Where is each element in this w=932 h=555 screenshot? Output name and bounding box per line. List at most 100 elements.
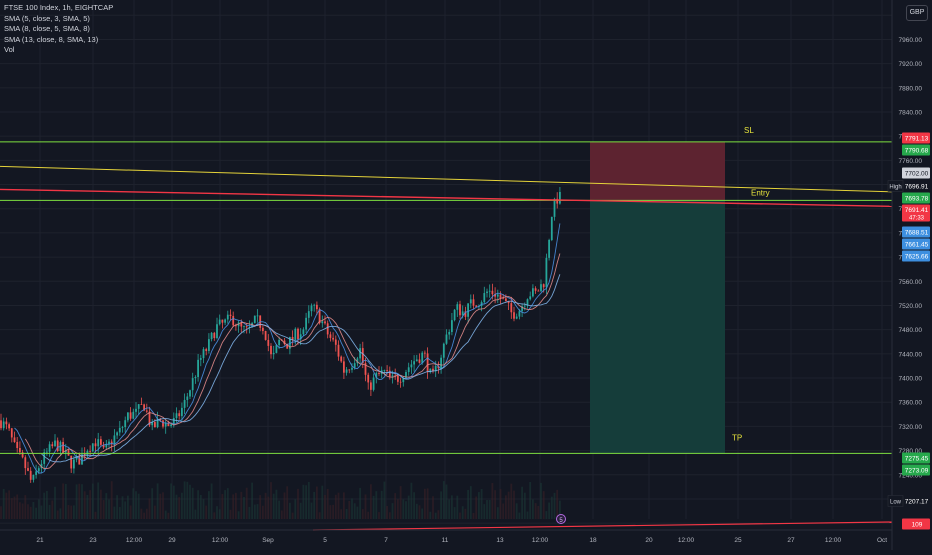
time-tick-label: Oct bbox=[877, 537, 887, 544]
price-tag-value: 7661.45 bbox=[905, 241, 929, 248]
volume-bar bbox=[388, 512, 391, 519]
candle bbox=[483, 293, 486, 303]
entry-label: Entry bbox=[751, 188, 770, 197]
candle bbox=[213, 332, 216, 339]
price-tag-label-bg bbox=[887, 180, 904, 192]
volume-bar bbox=[116, 495, 118, 519]
candle bbox=[405, 372, 407, 379]
volume-bar bbox=[208, 491, 210, 519]
candle bbox=[553, 198, 556, 217]
volume-bar bbox=[218, 509, 221, 519]
price-tag bbox=[902, 250, 930, 262]
volume-bar bbox=[172, 485, 175, 519]
candle bbox=[199, 358, 202, 360]
tp-label: TP bbox=[732, 433, 742, 442]
time-tick-label: 23 bbox=[89, 537, 97, 544]
price-tag-value: 7207.17 bbox=[905, 498, 929, 505]
volume-bar bbox=[488, 499, 491, 519]
sma-5-label[interactable]: SMA (5, close, 3, SMA, 5) bbox=[4, 13, 90, 23]
volume-bar bbox=[194, 509, 197, 519]
candle bbox=[283, 340, 286, 345]
candle bbox=[78, 456, 81, 465]
candle bbox=[351, 367, 353, 370]
candle bbox=[343, 361, 345, 373]
time-tick-label: 13 bbox=[496, 537, 504, 544]
volume-bar bbox=[75, 484, 78, 519]
volume-bar bbox=[521, 486, 523, 519]
candle bbox=[518, 311, 521, 317]
price-tag-value: 7691.41 bbox=[905, 207, 929, 214]
candle bbox=[434, 365, 437, 372]
candle bbox=[221, 319, 224, 323]
candle bbox=[37, 468, 40, 472]
candle bbox=[432, 368, 434, 372]
volume-bar bbox=[199, 494, 202, 519]
volume-bar bbox=[229, 509, 232, 519]
time-tick-label: 12:00 bbox=[532, 537, 549, 544]
candle bbox=[43, 452, 46, 464]
volume-bar bbox=[407, 495, 410, 519]
candle bbox=[167, 423, 170, 427]
candle bbox=[240, 322, 243, 327]
candle bbox=[264, 331, 267, 340]
volume-label[interactable]: Vol bbox=[4, 45, 15, 55]
candle bbox=[235, 325, 237, 327]
candle bbox=[340, 356, 343, 362]
time-tick-label: 12:00 bbox=[126, 537, 143, 544]
volume-bar bbox=[291, 512, 294, 519]
candle bbox=[289, 336, 291, 349]
price-tag-label: High bbox=[889, 184, 901, 190]
candle bbox=[548, 239, 550, 258]
volume-bar bbox=[556, 489, 559, 519]
time-tick-label: 20 bbox=[645, 537, 653, 544]
volume-bar bbox=[464, 508, 467, 519]
candle bbox=[407, 367, 410, 373]
candle bbox=[410, 364, 413, 368]
candle bbox=[472, 299, 475, 306]
volume-bar bbox=[437, 510, 440, 519]
volume-bar bbox=[359, 487, 361, 519]
sma-13-label[interactable]: SMA (13, close, 8, SMA, 13) bbox=[4, 34, 99, 44]
volume-bar bbox=[121, 496, 124, 519]
volume-bar bbox=[245, 487, 248, 519]
candle bbox=[194, 377, 197, 379]
candle bbox=[394, 375, 397, 377]
volume-bar bbox=[21, 503, 24, 519]
candle bbox=[189, 390, 191, 397]
volume-bar bbox=[440, 491, 442, 519]
candle bbox=[448, 331, 451, 335]
price-tag bbox=[902, 452, 930, 464]
candle bbox=[278, 339, 280, 346]
candle bbox=[437, 365, 440, 369]
volume-bar bbox=[299, 502, 302, 519]
volume-bar bbox=[40, 505, 43, 519]
candle bbox=[526, 299, 529, 306]
candle bbox=[556, 198, 559, 204]
volume-bar bbox=[275, 489, 278, 519]
candle bbox=[302, 329, 305, 335]
sma-8-label[interactable]: SMA (8, close, 5, SMA, 8) bbox=[4, 24, 90, 34]
candle bbox=[318, 309, 321, 324]
candle bbox=[216, 324, 218, 339]
price-tick-label: 7920.00 bbox=[899, 61, 923, 68]
volume-bar bbox=[367, 511, 370, 519]
currency-button[interactable]: GBP bbox=[906, 5, 928, 21]
candle bbox=[245, 326, 248, 328]
volume-bar bbox=[78, 483, 81, 519]
volume-bar bbox=[37, 499, 40, 519]
candle bbox=[534, 288, 537, 291]
volume-bar bbox=[448, 499, 451, 519]
volume-bar bbox=[496, 507, 499, 519]
price-tag-value: 7790.68 bbox=[905, 147, 929, 154]
volume-bar bbox=[537, 505, 540, 519]
volume-bar bbox=[232, 494, 235, 519]
candle bbox=[399, 381, 402, 383]
symbol-title[interactable]: FTSE 100 Index, 1h, EIGHTCAP bbox=[4, 3, 114, 12]
candle bbox=[159, 418, 162, 421]
candle bbox=[494, 294, 496, 297]
volume-bar bbox=[270, 482, 272, 519]
candle bbox=[232, 316, 235, 326]
volume-bar bbox=[110, 481, 113, 519]
